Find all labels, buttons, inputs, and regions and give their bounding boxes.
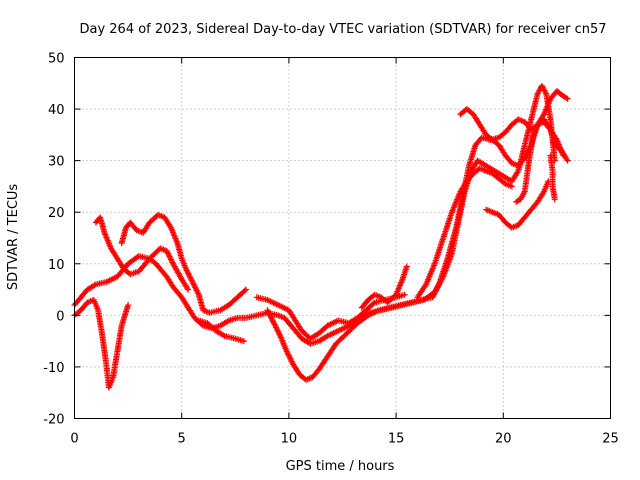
data-series-3 <box>92 214 192 293</box>
y-tick-label: 30 <box>48 155 65 170</box>
data-point <box>240 338 247 345</box>
x-axis-label: GPS time / hours <box>286 459 395 474</box>
x-tick-label: 10 <box>281 432 298 447</box>
data-series-4 <box>118 211 250 316</box>
x-tick-label: 0 <box>70 432 78 447</box>
data-point <box>403 263 410 270</box>
y-tick-label: 0 <box>56 309 64 324</box>
data-point <box>370 300 377 307</box>
axis-ticks: 0 5 10 15 20 25 -20 -10 0 10 20 30 40 50 <box>43 52 619 447</box>
y-tick-label: 40 <box>48 103 65 118</box>
data-series-9 <box>414 165 515 301</box>
y-tick-label: 50 <box>48 52 65 67</box>
data-series-5 <box>195 317 247 345</box>
data-series-13 <box>547 152 558 203</box>
data-point <box>185 286 192 293</box>
y-tick-label: 10 <box>48 258 65 273</box>
data-series-12 <box>513 118 571 205</box>
data-series-6 <box>253 291 408 342</box>
data-series-1 <box>71 82 558 347</box>
data-point <box>564 157 571 164</box>
data-point <box>551 196 558 203</box>
chart-title: Day 264 of 2023, Sidereal Day-to-day VTE… <box>79 22 606 37</box>
x-tick-label: 15 <box>388 432 405 447</box>
data-series-11 <box>483 178 552 231</box>
data-point <box>508 183 515 190</box>
y-tick-label: -20 <box>43 413 64 428</box>
data-marks <box>71 82 571 391</box>
y-tick-label: -10 <box>43 361 64 376</box>
data-point <box>243 286 250 293</box>
y-axis-label: SDTVAR / TECUs <box>6 184 21 291</box>
data-series-2 <box>71 296 132 391</box>
data-point <box>401 291 408 298</box>
data-point <box>241 287 248 294</box>
plot-frame <box>74 57 611 419</box>
data-point <box>564 95 571 102</box>
y-tick-label: 20 <box>48 206 65 221</box>
x-tick-label: 20 <box>495 432 512 447</box>
data-series-8 <box>358 263 410 311</box>
x-tick-label: 25 <box>602 432 619 447</box>
data-point <box>125 302 132 309</box>
x-tick-label: 5 <box>178 432 186 447</box>
grid <box>74 57 611 419</box>
